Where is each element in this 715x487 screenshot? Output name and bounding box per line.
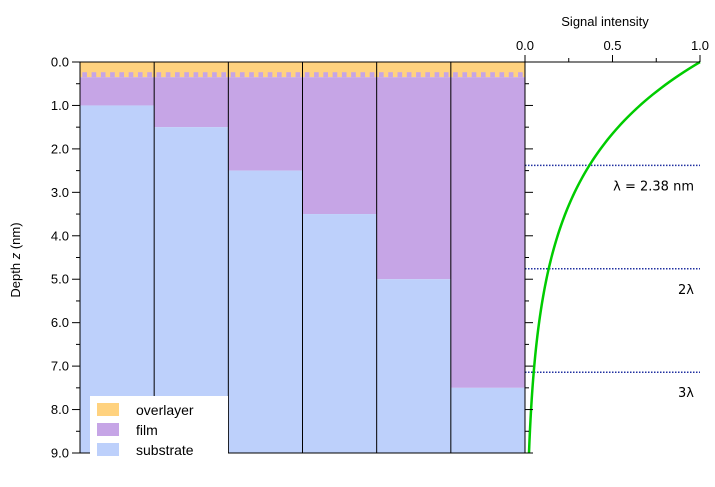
overlayer-edge-notch [119,72,125,78]
y-tick-label: 3.0 [51,185,69,200]
bar-overlayer-col-1 [80,62,155,78]
legend-label-overlayer: overlayer [136,402,194,418]
bar-overlayer-col-6 [450,62,525,78]
tick-labels: 0.0 1.0 2.0 3.0 4.0 5.0 6.0 7.0 8.0 9.0 0.0 0.5 1.0 [51,38,709,461]
overlayer-edge-notch [314,72,319,78]
overlayer-edge-notch [193,72,199,78]
bar-film-col-1 [80,77,155,106]
y-tick-label: 4.0 [51,228,69,243]
overlayer-edge-notch [453,72,458,78]
overlayer-edge-notch [110,72,115,78]
overlayer-edge-notch [277,72,282,78]
overlayer-edge-notch [471,72,477,78]
bar-film-col-6 [450,77,525,388]
overlayer-edge-notch [258,72,264,78]
overlayer-edge-notch [397,72,403,78]
signal-curve-layer [527,60,701,454]
overlayer-edge-notch [82,72,87,78]
bar-substrate-col-4 [302,214,377,453]
overlayer-edge-notch [388,72,393,78]
bar-film-col-3 [228,77,303,171]
legend: overlayer film substrate [90,396,228,466]
reference-label-2: 2λ [678,283,694,298]
bar-substrate-col-6 [450,387,525,453]
y-tick-label: 0.0 [51,55,69,70]
y-tick-label: 2.0 [51,141,69,156]
overlayer-edge-notch [175,72,180,78]
overlayer-edge-notch [100,72,106,78]
overlayer-edge-notch [443,72,449,78]
bar-film-col-4 [302,77,377,215]
overlayer-edge-notch [480,72,486,78]
reference-line-labels: λ = 2.38 nm 2λ 3λ [613,179,694,401]
x-tick-label: 1.0 [691,38,709,53]
overlayer-edge-notch [184,72,189,78]
tick-marks [72,55,701,454]
overlayer-edge-notch [286,72,291,78]
bar-film-col-5 [376,77,451,280]
overlayer-edge-notch [360,72,366,78]
overlayer-edge-notch [351,72,356,78]
overlayer-edge-notch [518,72,523,78]
x-axis-title: Signal intensity [561,14,649,29]
x-tick-label: 0.0 [516,38,534,53]
y-tick-label: 1.0 [51,98,69,113]
overlayer-edge-notch [91,72,97,78]
overlayer-edge-notch [239,72,245,78]
legend-swatch-overlayer [97,403,119,416]
overlayer-edge-notch [212,72,217,78]
y-tick-label: 9.0 [51,446,69,461]
overlayer-edge-notch [137,72,143,78]
overlayer-edge-notch [378,72,384,78]
y-tick-label: 6.0 [51,315,69,330]
signal-curve [527,60,701,454]
y-tick-label: 7.0 [51,359,69,374]
overlayer-edge-notch [156,72,162,78]
overlayer-edge-notch [341,72,347,78]
reference-label-3: 3λ [678,386,694,401]
reference-label-1: λ = 2.38 nm [613,179,694,194]
overlayer-edge-notch [221,72,227,78]
depth-bars-layer [80,62,525,454]
overlayer-edge-notch [323,72,328,78]
legend-label-film: film [136,422,158,438]
legend-label-substrate: substrate [136,442,194,458]
overlayer-edge-notch [147,72,152,78]
overlayer-edge-notch [295,72,301,78]
overlayer-edge-notch [462,72,468,78]
overlayer-edge-notch [165,72,171,78]
bar-overlayer-col-2 [154,62,229,78]
overlayer-edge-notch [406,72,412,78]
overlayer-edge-notch [202,72,208,78]
legend-swatch-substrate [97,443,119,456]
y-tick-label: 5.0 [51,272,69,287]
overlayer-edge-notch [249,72,254,78]
bar-overlayer-col-3 [228,62,303,78]
x-tick-label: 0.5 [603,38,621,53]
overlayer-edge-notch [267,72,273,78]
bar-substrate-col-1 [80,105,155,453]
bar-film-col-2 [154,77,229,128]
reference-lines [525,164,700,373]
overlayer-edge-notch [434,72,440,78]
overlayer-edge-notch [499,72,505,78]
overlayer-edge-notch [508,72,514,78]
overlayer-edge-notch [425,72,430,78]
bar-substrate-col-5 [376,279,451,453]
bar-substrate-col-3 [228,170,303,453]
overlayer-edge-notch [230,72,236,78]
bar-overlayer-col-4 [302,62,377,78]
overlayer-edge-notch [369,72,375,78]
bar-overlayer-col-5 [376,62,451,78]
overlayer-edge-notch [490,72,495,78]
legend-swatch-film [97,423,119,436]
y-tick-label: 8.0 [51,402,69,417]
column-dividers [153,62,452,453]
y-axis-title: Depth z (nm) [8,222,23,297]
overlayer-edge-notch [332,72,338,78]
overlayer-edge-notch [416,72,421,78]
overlayer-edge-notch [304,72,310,78]
overlayer-edge-notch [128,72,134,78]
